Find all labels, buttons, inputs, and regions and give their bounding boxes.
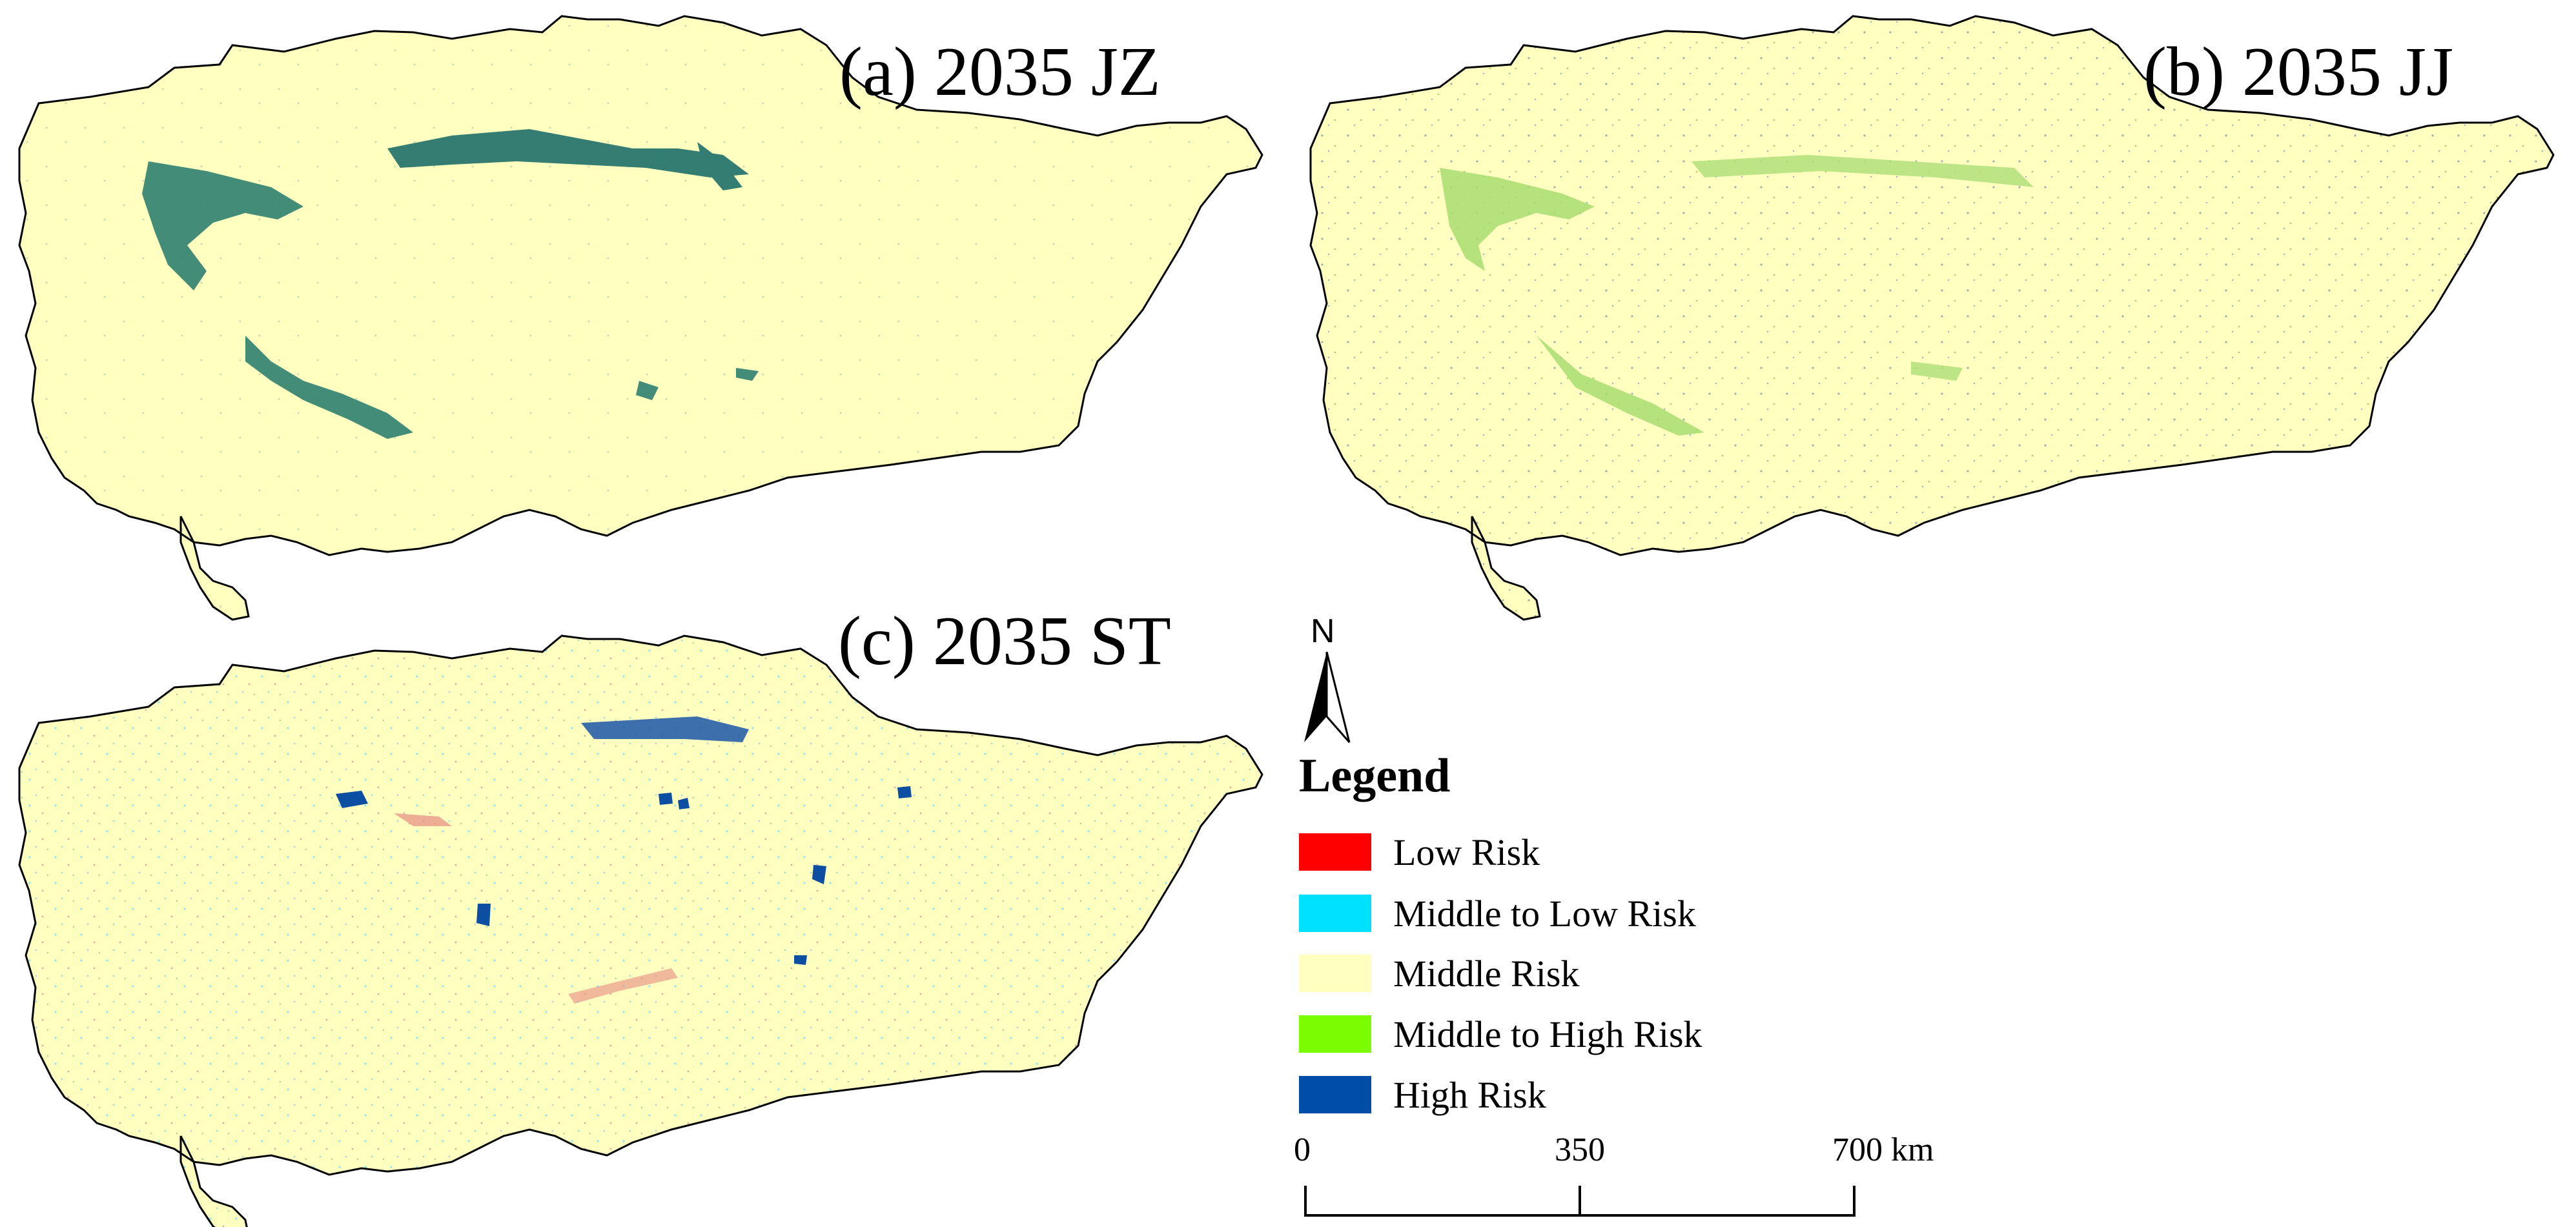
map-panel-c xyxy=(18,634,1263,1227)
legend-label: High Risk xyxy=(1393,1073,1546,1116)
legend-label: Middle Risk xyxy=(1393,952,1580,995)
scale-tick-700: 700 km xyxy=(1832,1131,1934,1168)
legend-swatch xyxy=(1299,895,1371,932)
legend-label: Middle to Low Risk xyxy=(1393,892,1696,935)
legend-swatch xyxy=(1299,833,1371,871)
scale-tick-0: 0 xyxy=(1294,1131,1311,1168)
scale-tick-350: 350 xyxy=(1555,1131,1605,1168)
legend-label: Middle to High Risk xyxy=(1393,1013,1702,1055)
north-arrow-icon xyxy=(1304,651,1351,743)
scale-bar xyxy=(1304,1186,1855,1217)
legend-item-middle-to-low-risk: Middle to Low Risk xyxy=(1299,892,1696,935)
map-panel-a xyxy=(18,15,1263,621)
legend-title: Legend xyxy=(1299,749,1451,802)
legend-item-low-risk: Low Risk xyxy=(1299,831,1540,873)
legend-item-middle-to-high-risk: Middle to High Risk xyxy=(1299,1013,1702,1055)
panel-title-b: (b) 2035 JJ xyxy=(2143,34,2453,110)
legend-label: Low Risk xyxy=(1393,831,1540,873)
panel-title-a: (a) 2035 JZ xyxy=(839,34,1161,110)
legend-swatch xyxy=(1299,955,1371,992)
map-panel-b xyxy=(1309,15,2555,621)
panel-title-c: (c) 2035 ST xyxy=(838,603,1171,680)
legend-swatch xyxy=(1299,1015,1371,1053)
north-label: N xyxy=(1311,613,1335,650)
legend-item-high-risk: High Risk xyxy=(1299,1073,1546,1116)
legend-swatch xyxy=(1299,1076,1371,1113)
legend-item-middle-risk: Middle Risk xyxy=(1299,952,1580,995)
